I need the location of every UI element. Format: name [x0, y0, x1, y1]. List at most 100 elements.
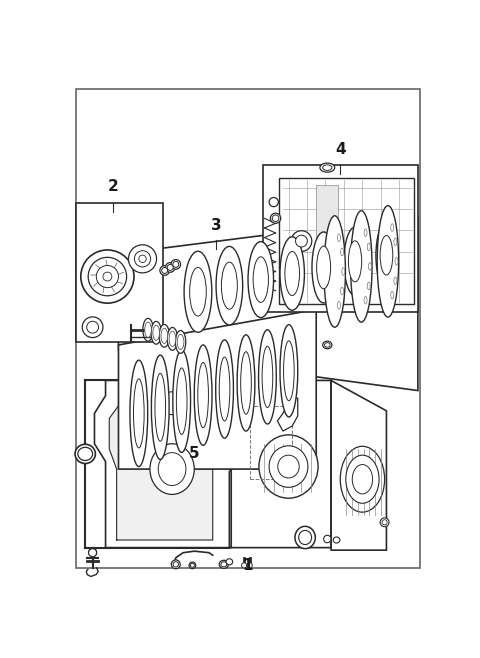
Ellipse shape [253, 257, 268, 303]
Ellipse shape [280, 324, 298, 417]
Ellipse shape [352, 465, 372, 494]
Ellipse shape [78, 447, 93, 461]
Ellipse shape [75, 444, 96, 463]
Circle shape [89, 548, 96, 555]
Ellipse shape [376, 222, 397, 288]
Ellipse shape [369, 263, 372, 270]
Circle shape [171, 260, 180, 269]
Ellipse shape [391, 291, 394, 299]
Circle shape [82, 317, 103, 338]
Ellipse shape [169, 331, 176, 347]
Bar [250, 406, 292, 479]
Ellipse shape [285, 251, 300, 295]
Circle shape [88, 549, 96, 557]
Circle shape [241, 563, 247, 568]
Ellipse shape [284, 341, 294, 401]
Circle shape [96, 265, 119, 288]
Polygon shape [119, 309, 316, 469]
Ellipse shape [167, 328, 178, 350]
Ellipse shape [320, 163, 335, 172]
Circle shape [88, 257, 127, 296]
Ellipse shape [155, 373, 166, 442]
Ellipse shape [272, 215, 279, 222]
Polygon shape [277, 398, 298, 431]
Circle shape [129, 245, 156, 273]
Ellipse shape [177, 334, 184, 349]
Ellipse shape [161, 328, 168, 343]
Ellipse shape [198, 363, 208, 428]
Text: 2: 2 [108, 180, 118, 195]
Text: 3: 3 [211, 218, 222, 234]
Ellipse shape [219, 560, 228, 569]
Ellipse shape [259, 435, 318, 498]
Ellipse shape [337, 301, 340, 309]
Ellipse shape [151, 355, 169, 459]
Ellipse shape [173, 350, 191, 452]
Text: 5: 5 [189, 447, 200, 461]
Ellipse shape [323, 165, 332, 170]
Circle shape [324, 536, 331, 543]
Ellipse shape [240, 351, 252, 415]
Ellipse shape [133, 379, 144, 448]
Circle shape [162, 268, 168, 274]
Ellipse shape [295, 526, 315, 549]
Circle shape [189, 562, 196, 569]
Ellipse shape [367, 282, 370, 290]
Ellipse shape [280, 237, 304, 311]
Ellipse shape [153, 325, 159, 340]
Ellipse shape [380, 236, 393, 275]
Circle shape [87, 321, 98, 333]
Ellipse shape [219, 357, 230, 421]
Ellipse shape [324, 343, 330, 347]
Ellipse shape [341, 287, 344, 295]
Polygon shape [316, 186, 338, 241]
Circle shape [191, 563, 194, 567]
Ellipse shape [248, 241, 274, 318]
Ellipse shape [269, 197, 278, 207]
Ellipse shape [317, 246, 331, 289]
Ellipse shape [377, 206, 399, 317]
Ellipse shape [216, 340, 233, 438]
Ellipse shape [278, 455, 299, 478]
Ellipse shape [130, 360, 148, 467]
Circle shape [166, 263, 175, 272]
Ellipse shape [158, 453, 186, 486]
Text: 1: 1 [242, 558, 253, 573]
Circle shape [291, 231, 312, 251]
Ellipse shape [337, 234, 340, 241]
Circle shape [247, 563, 252, 568]
Bar [76, 203, 163, 342]
Polygon shape [95, 380, 250, 547]
Ellipse shape [394, 277, 397, 285]
Ellipse shape [340, 446, 384, 512]
Ellipse shape [150, 443, 194, 494]
Ellipse shape [348, 241, 362, 282]
Circle shape [134, 251, 151, 267]
Bar [279, 178, 414, 305]
Circle shape [139, 255, 146, 263]
Ellipse shape [226, 559, 233, 565]
Circle shape [382, 520, 387, 525]
Ellipse shape [299, 530, 312, 545]
Circle shape [268, 389, 275, 395]
Ellipse shape [323, 341, 332, 349]
Ellipse shape [184, 251, 212, 332]
Ellipse shape [395, 257, 398, 265]
Ellipse shape [270, 213, 281, 223]
Ellipse shape [312, 232, 335, 303]
Ellipse shape [221, 262, 237, 309]
Circle shape [268, 396, 275, 403]
Polygon shape [331, 380, 386, 550]
Text: 4: 4 [335, 143, 346, 157]
Ellipse shape [159, 392, 185, 415]
Polygon shape [119, 216, 418, 391]
Ellipse shape [221, 562, 227, 567]
Circle shape [81, 250, 134, 303]
Ellipse shape [175, 330, 186, 353]
Ellipse shape [324, 216, 346, 327]
Circle shape [380, 518, 389, 526]
Ellipse shape [216, 246, 243, 325]
Ellipse shape [344, 227, 366, 295]
Ellipse shape [237, 335, 255, 431]
Circle shape [296, 235, 307, 247]
